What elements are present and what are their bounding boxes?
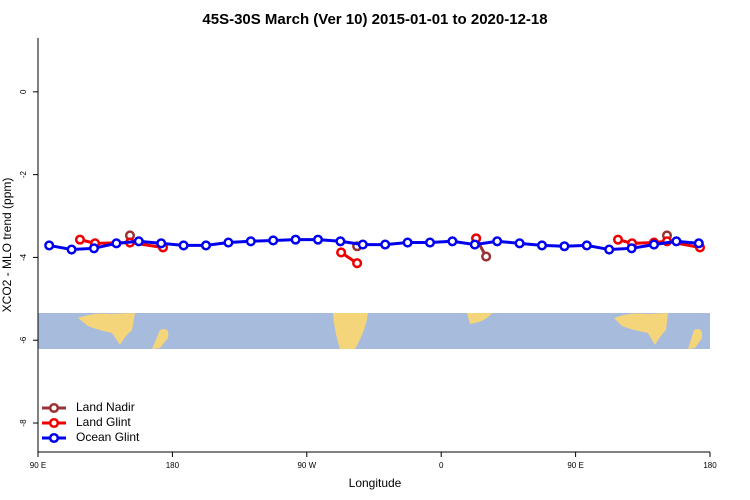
map-strip — [38, 313, 710, 349]
data-point — [581, 240, 592, 251]
y-axis-label: XCO2 - MLO trend (ppm) — [0, 178, 14, 313]
data-point — [111, 238, 122, 249]
x-axis-label: Longitude — [349, 476, 402, 490]
data-point — [352, 258, 363, 269]
chart-title: 45S-30S March (Ver 10) 2015-01-01 to 202… — [202, 11, 547, 28]
data-point — [481, 251, 492, 262]
data-point — [492, 236, 503, 247]
x-tick-label: 90 W — [297, 461, 316, 470]
land-map — [467, 313, 492, 324]
land-map — [152, 329, 169, 349]
y-tick-label: 0 — [19, 89, 28, 94]
legend-label: Land Nadir — [76, 400, 135, 414]
data-point — [536, 240, 548, 251]
data-point — [336, 247, 347, 258]
data-point — [88, 243, 100, 254]
x-tick-label: 90 E — [567, 461, 583, 470]
data-point — [268, 235, 279, 246]
data-point — [200, 240, 212, 251]
land-map — [78, 313, 135, 345]
x-tick-label: 180 — [703, 461, 717, 470]
data-point — [44, 240, 55, 251]
y-tick-label: -4 — [19, 253, 28, 261]
y-tick-label: -8 — [19, 419, 28, 427]
data-point — [671, 236, 682, 247]
x-tick-label: 90 E — [30, 461, 46, 470]
data-point — [156, 238, 167, 249]
data-point — [245, 236, 256, 247]
land-map — [333, 313, 368, 349]
x-tick-label: 0 — [439, 461, 444, 470]
legend-marker — [48, 402, 60, 414]
data-point — [290, 234, 301, 245]
data-point — [648, 239, 660, 250]
data-point — [693, 238, 704, 249]
data-point — [133, 236, 144, 247]
ocean-map — [38, 313, 710, 349]
data-point — [223, 237, 234, 248]
data-point — [424, 237, 436, 248]
data-point — [74, 234, 86, 245]
data-point — [402, 237, 413, 248]
data-point — [380, 239, 391, 250]
x-tick-label: 180 — [166, 461, 180, 470]
legend-label: Ocean Glint — [76, 430, 140, 444]
legend-label: Land Glint — [76, 415, 131, 429]
land-map — [688, 329, 703, 349]
data-point — [312, 234, 324, 245]
y-tick-label: -6 — [19, 336, 28, 344]
data-point — [612, 234, 624, 245]
data-point — [604, 244, 615, 255]
data-point — [514, 238, 525, 249]
data-point — [335, 236, 346, 247]
data-point — [559, 241, 570, 252]
data-point — [178, 240, 189, 251]
data-point — [447, 236, 458, 247]
data-point — [626, 243, 637, 254]
y-tick-label: -2 — [19, 171, 28, 179]
data-point — [469, 239, 480, 250]
land-map — [614, 313, 668, 345]
data-point — [357, 239, 368, 250]
legend-marker — [48, 417, 60, 429]
data-point — [66, 244, 77, 255]
legend-marker — [48, 432, 60, 444]
